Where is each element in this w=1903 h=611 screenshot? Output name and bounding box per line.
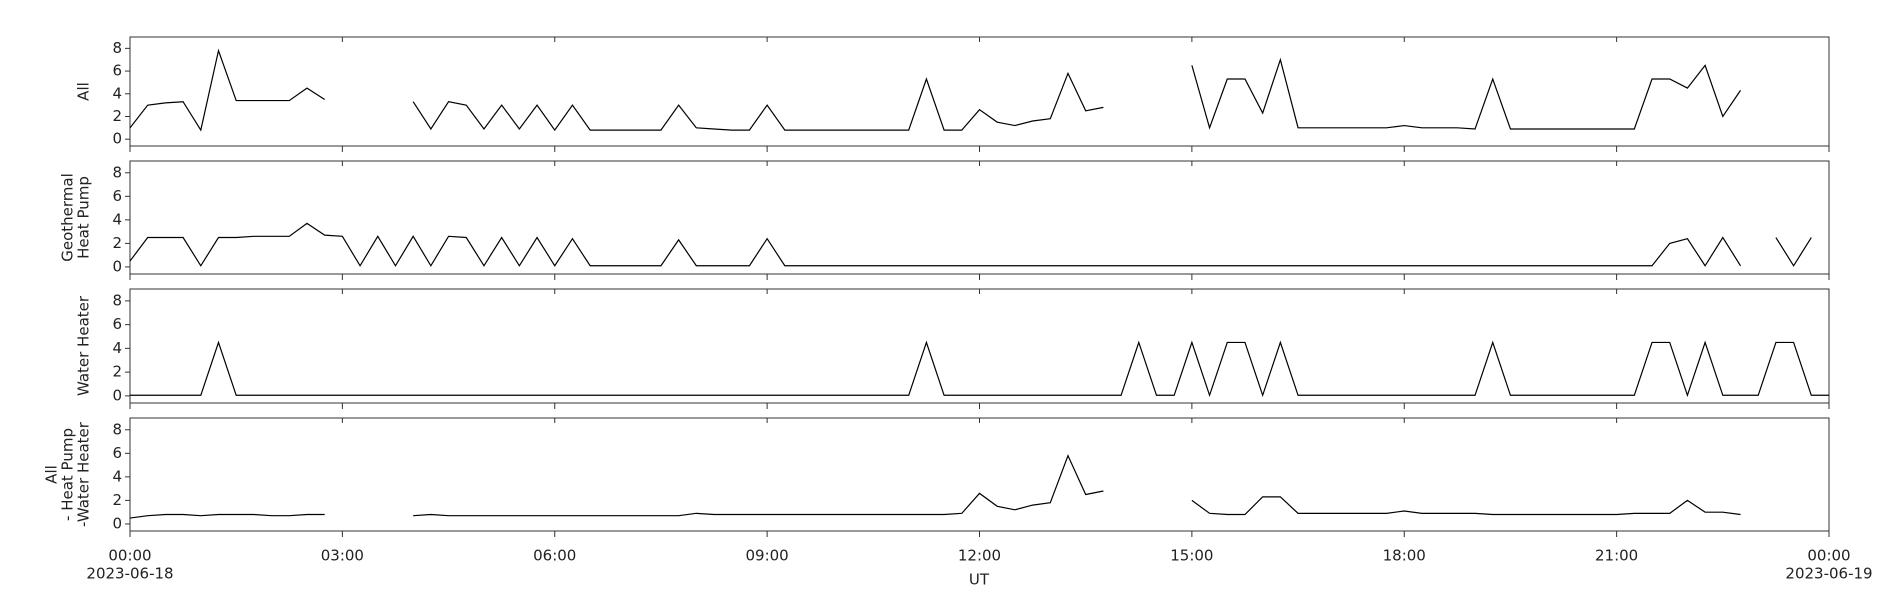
x-tick-label: 00:00 bbox=[1807, 547, 1850, 565]
y-tick-label: 0 bbox=[112, 257, 122, 275]
panel-frame bbox=[129, 160, 1830, 275]
y-tick-label: 8 bbox=[112, 163, 122, 181]
y-tick-label: 4 bbox=[112, 84, 122, 102]
x-tick-label: 12:00 bbox=[958, 547, 1001, 565]
y-tick-label: 0 bbox=[112, 386, 122, 404]
y-tick-label: 0 bbox=[112, 514, 122, 532]
x-tick-label: 15:00 bbox=[1170, 547, 1213, 565]
y-tick-label: 8 bbox=[112, 39, 122, 57]
y-axis-label: - Heat Pump bbox=[59, 428, 77, 521]
y-tick-label: 2 bbox=[112, 107, 122, 125]
y-tick-label: 4 bbox=[112, 467, 122, 485]
y-tick-label: 8 bbox=[112, 420, 122, 438]
y-axis-label: -Water Heater bbox=[75, 421, 93, 527]
y-tick-label: 2 bbox=[112, 234, 122, 252]
x-tick-label: 09:00 bbox=[746, 547, 789, 565]
y-tick-label: 6 bbox=[112, 315, 122, 333]
y-axis-label: Heat Pump bbox=[75, 176, 93, 259]
y-tick-label: 6 bbox=[112, 62, 122, 80]
series-line bbox=[129, 48, 1742, 132]
y-axis-label: All bbox=[75, 82, 93, 101]
y-tick-label: 6 bbox=[112, 187, 122, 205]
y-tick-label: 2 bbox=[112, 491, 122, 509]
y-tick-label: 2 bbox=[112, 363, 122, 381]
y-axis-label: All bbox=[43, 465, 61, 484]
x-tick-label: 06:00 bbox=[533, 547, 576, 565]
series-line bbox=[130, 340, 1829, 398]
x-tick-label: 21:00 bbox=[1595, 547, 1638, 565]
panel-frame bbox=[129, 288, 1830, 404]
x-tick-label: 03:00 bbox=[321, 547, 364, 565]
y-tick-label: 4 bbox=[112, 210, 122, 228]
y-axis-label: Water Heater bbox=[75, 295, 93, 396]
x-tick-label: 18:00 bbox=[1383, 547, 1426, 565]
x-axis-label: UT bbox=[969, 571, 990, 589]
date-label: 2023-06-18 bbox=[86, 565, 173, 583]
date-label: 2023-06-19 bbox=[1785, 565, 1872, 583]
x-tick-label: 00:00 bbox=[108, 547, 151, 565]
y-tick-label: 6 bbox=[112, 444, 122, 462]
panel-frame bbox=[129, 36, 1830, 147]
y-axis-label: Geothermal bbox=[59, 173, 77, 262]
y-tick-label: 0 bbox=[112, 130, 122, 148]
series-line bbox=[129, 222, 1812, 267]
y-tick-label: 8 bbox=[112, 291, 122, 309]
y-tick-label: 4 bbox=[112, 339, 122, 357]
series-line bbox=[129, 454, 1741, 519]
